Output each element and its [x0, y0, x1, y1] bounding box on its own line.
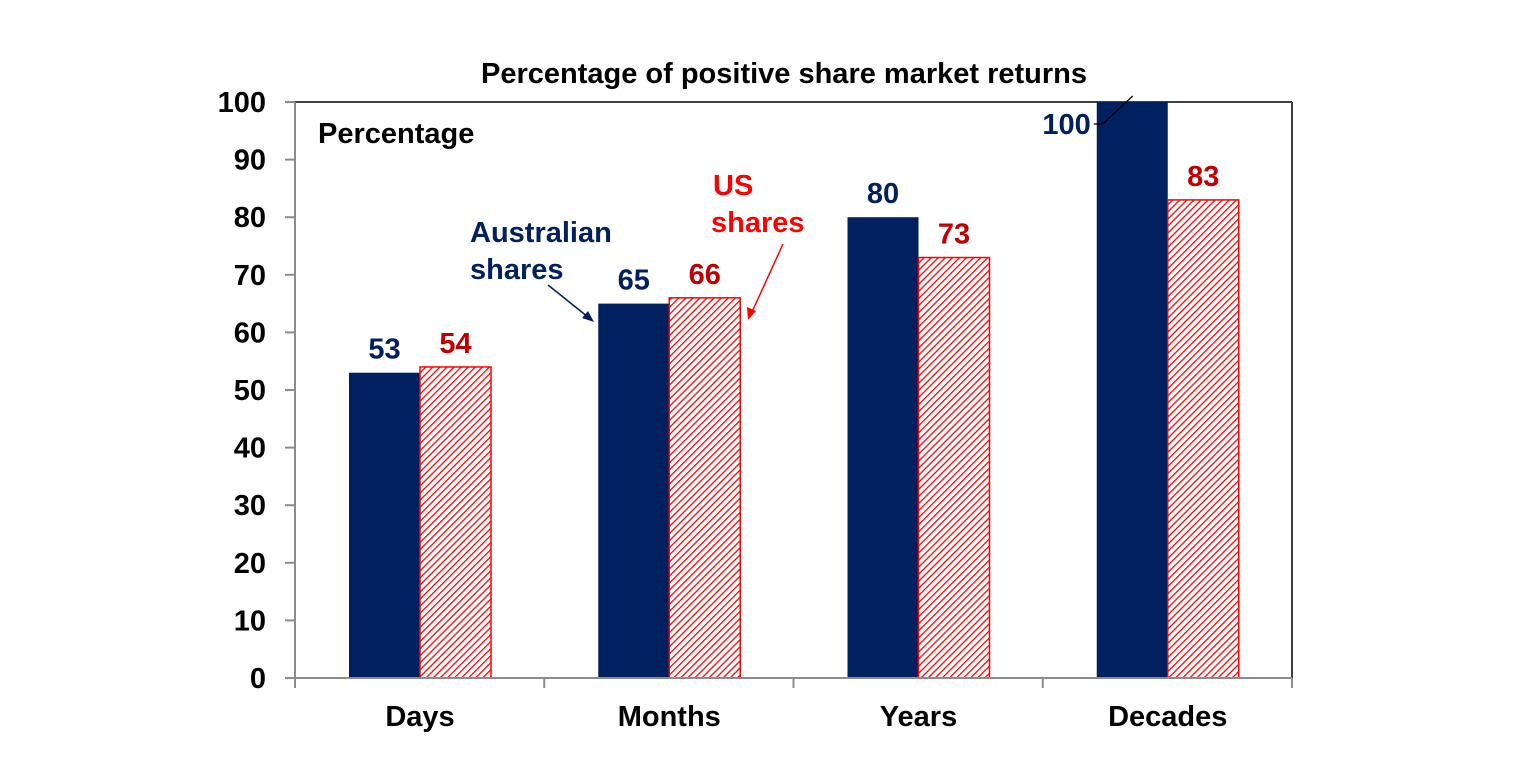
data-label-australian-shares-days: 53 — [368, 334, 400, 366]
y-tick-label: 60 — [234, 317, 266, 349]
data-label-us-shares-months: 66 — [689, 259, 721, 291]
leader-line-decades — [1093, 95, 1134, 125]
bar-australian-shares-days — [349, 372, 420, 678]
data-label-us-shares-days: 54 — [439, 328, 471, 360]
y-tick-label: 90 — [234, 145, 266, 177]
y-tick-label: 20 — [234, 548, 266, 580]
bar-us-shares-months — [668, 297, 741, 679]
data-label-australian-shares-decades: 100 — [1042, 109, 1090, 141]
data-label-australian-shares-years: 80 — [867, 178, 899, 210]
series-annotations: Australian shares US shares — [470, 170, 805, 322]
arrow-australian-shares — [547, 284, 589, 318]
bar-us-shares-decades — [1167, 199, 1240, 679]
bar-australian-shares-years — [847, 217, 919, 678]
bar-us-shares-days — [419, 366, 492, 679]
annotation-australian-line2: shares — [470, 254, 564, 286]
data-label-us-shares-decades: 83 — [1187, 161, 1219, 193]
y-tick-label: 50 — [234, 375, 266, 407]
data-label-us-shares-years: 73 — [938, 219, 970, 251]
x-tick-label-days: Days — [385, 701, 454, 733]
bar-australian-shares-months — [598, 303, 670, 678]
annotation-australian-line1: Australian — [470, 217, 612, 249]
bar-us-shares-years — [917, 256, 991, 679]
y-tick-label: 100 — [218, 87, 266, 119]
y-axis: 0 10 20 30 40 50 60 70 80 90 100 — [218, 87, 296, 695]
data-label-australian-shares-months: 65 — [618, 265, 650, 297]
data-labels-group: 53 65 80 100 54 66 73 83 — [368, 95, 1219, 366]
x-tick-label-decades: Decades — [1108, 701, 1227, 733]
x-tick-label-years: Years — [880, 701, 957, 733]
annotation-us-line2: shares — [711, 207, 805, 239]
arrowhead-us-shares — [747, 307, 756, 320]
y-tick-label: 80 — [234, 202, 266, 234]
y-tick-label: 40 — [234, 433, 266, 465]
arrow-us-shares — [751, 243, 784, 313]
bar-australian-shares-decades — [1096, 102, 1168, 678]
arrowhead-australian-shares — [582, 311, 594, 322]
y-tick-label: 10 — [234, 605, 266, 637]
y-tick-label: 0 — [250, 663, 266, 695]
y-tick-label: 70 — [234, 260, 266, 292]
chart-title: Percentage of positive share market retu… — [481, 58, 1087, 90]
x-tick-label-months: Months — [618, 701, 721, 733]
x-axis: Days Months Years Decades — [285, 677, 1293, 733]
annotation-us-line1: US — [713, 170, 753, 202]
inner-unit-label: Percentage — [318, 118, 474, 150]
bars-group — [349, 102, 1240, 679]
y-tick-label: 30 — [234, 490, 266, 522]
